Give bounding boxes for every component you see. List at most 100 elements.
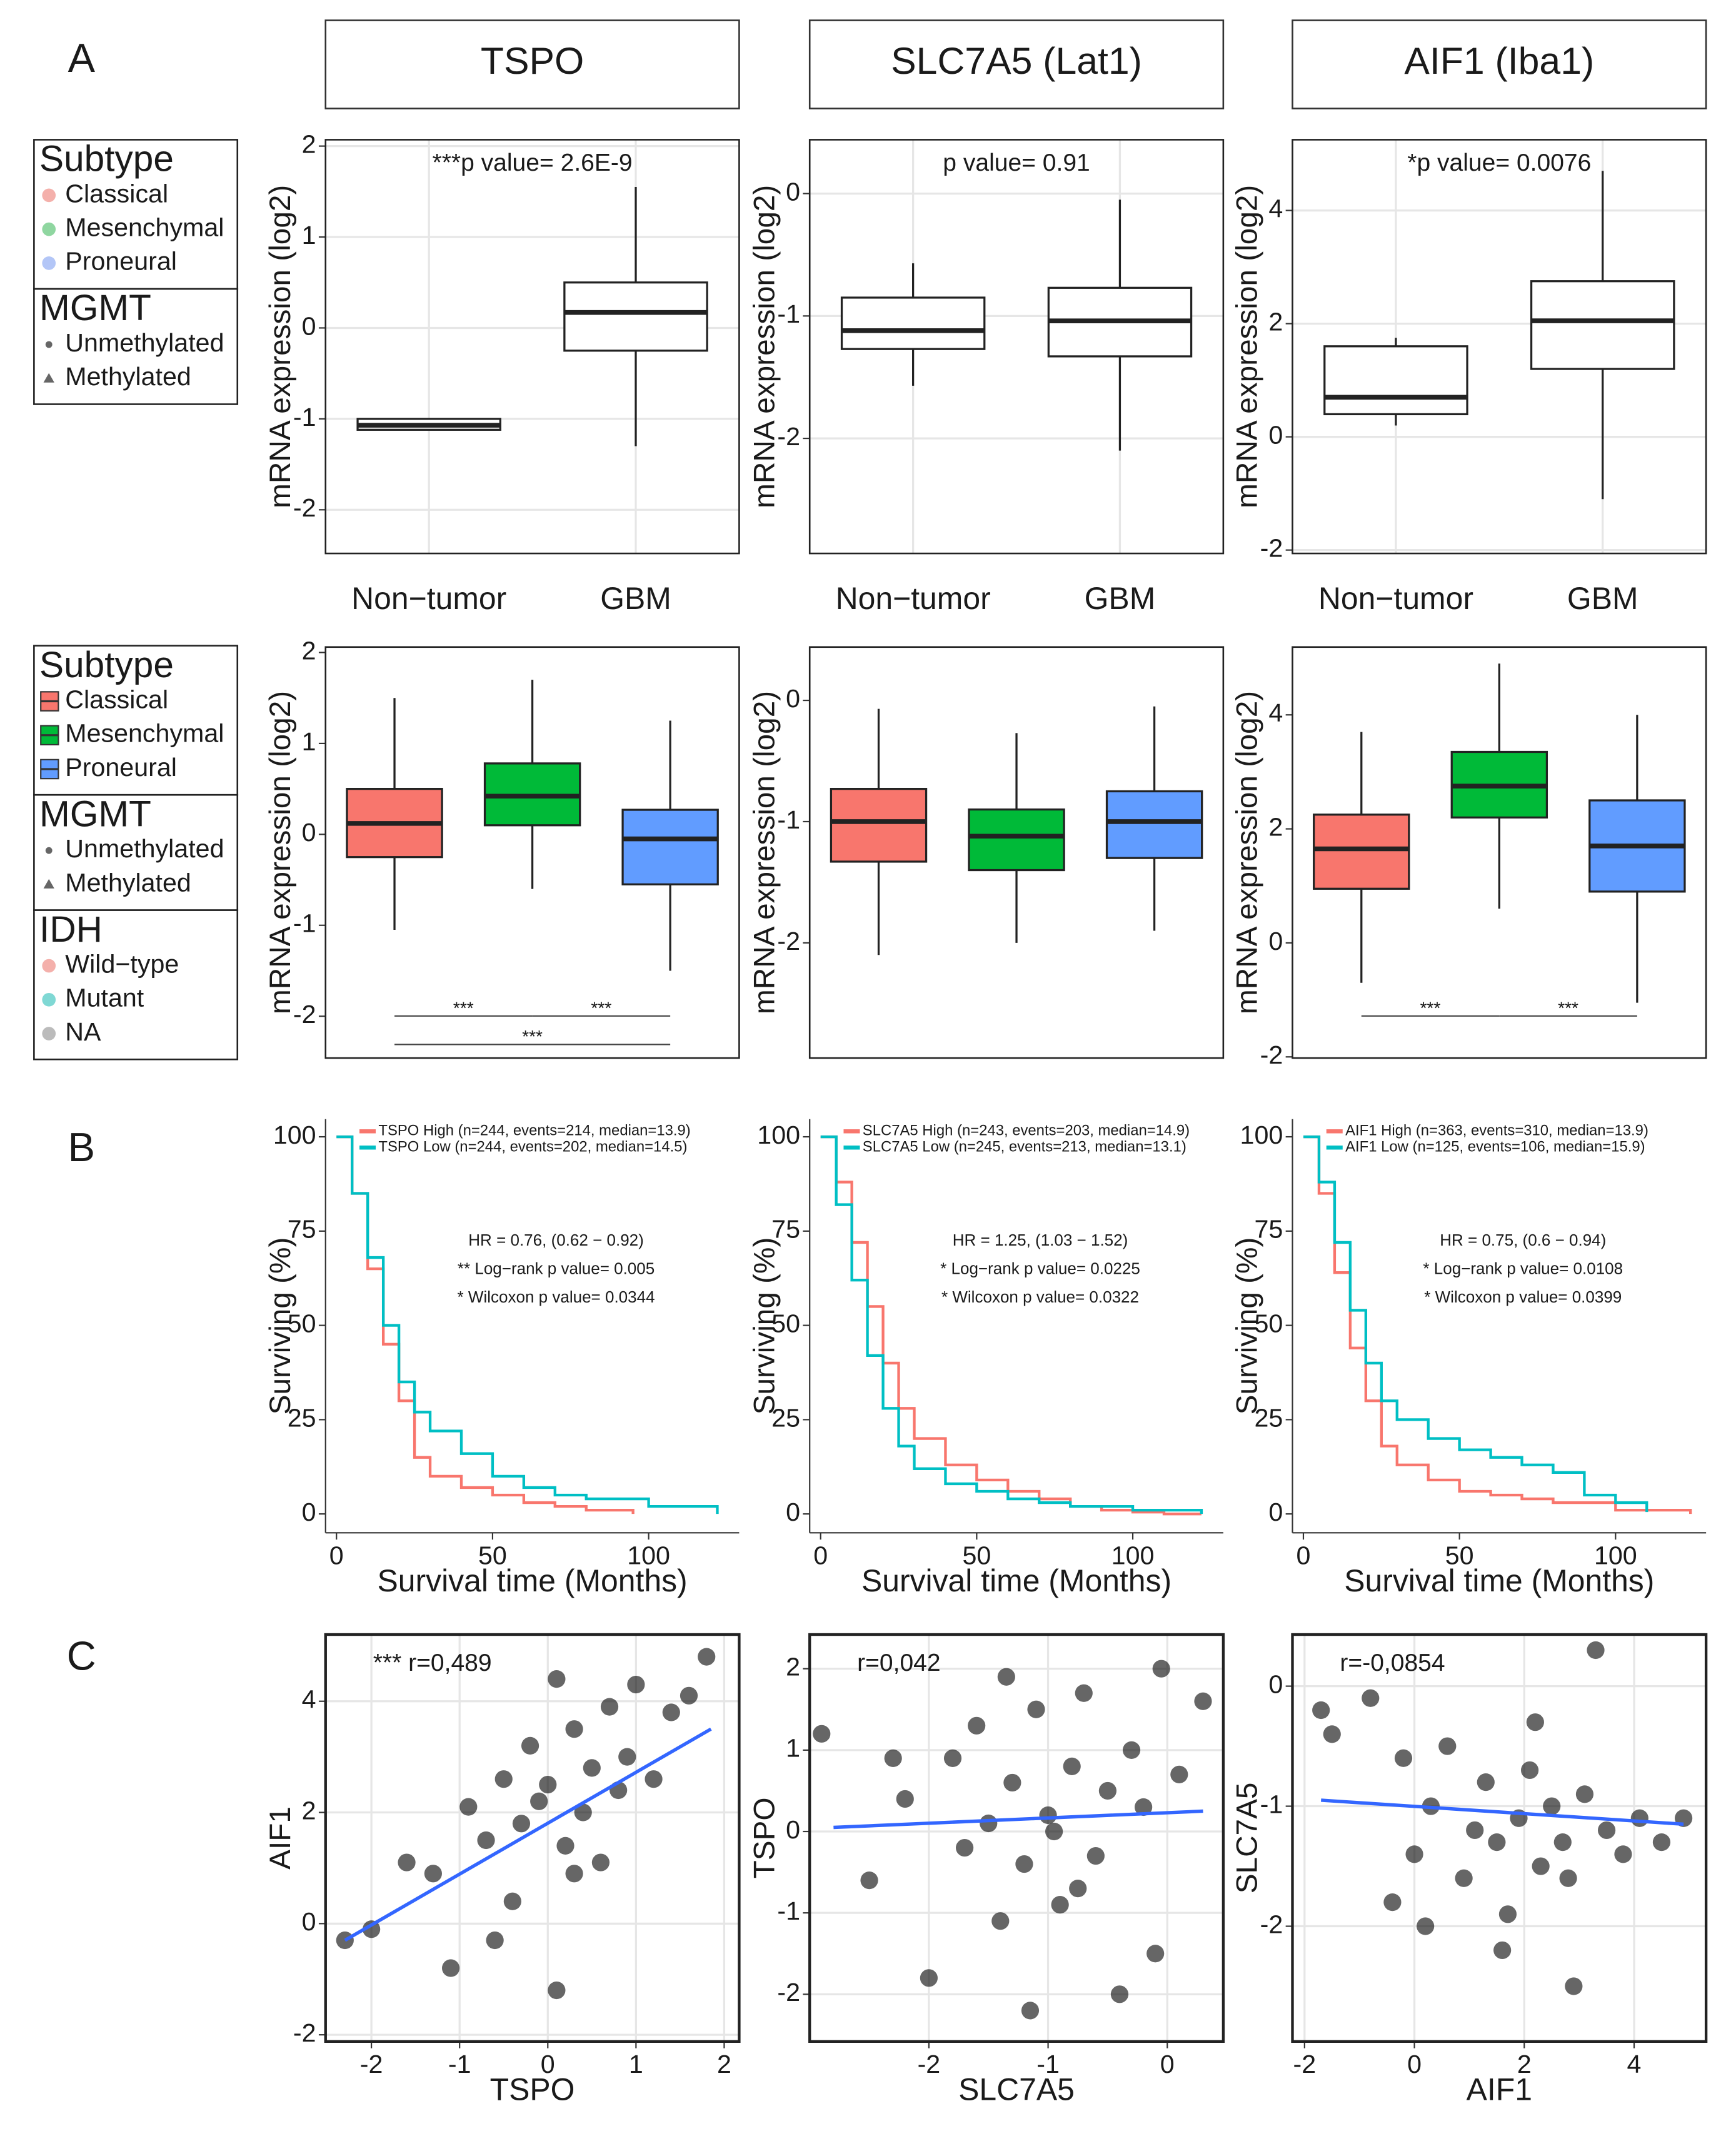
legend-box [33,909,239,1060]
y-tick-label: 4 [1268,698,1283,727]
y-tick-label: 0 [786,1498,800,1526]
p-value: *p value= 0.0076 [1407,149,1591,176]
y-axis-label: mRNA expression (log2) [264,691,297,1014]
survival-curve [336,1135,635,1514]
x-tick-label: -2 [1293,2050,1317,2078]
x-axis-label: TSPO [490,2072,575,2107]
point [574,1803,592,1821]
y-tick-label: -1 [293,403,316,431]
header-box [324,19,740,109]
point [1417,1917,1435,1935]
y-tick-label: -2 [293,493,316,522]
y-tick-label: 75 [1254,1215,1283,1244]
legend-title: MGMT [39,288,151,328]
legend-title: Subtype [39,139,174,179]
point [1146,1945,1165,1963]
point [1394,1749,1413,1767]
y-tick-label: 0 [786,684,800,713]
x-tick-label: 0 [1160,2050,1175,2078]
box [1105,790,1203,859]
point [1021,2002,1040,2020]
point [1455,1869,1473,1887]
point [1098,1781,1117,1800]
survival-curve [1303,1135,1692,1514]
y-axis-label: TSPO [748,1797,781,1878]
point [512,1815,531,1833]
plot-frame [1292,646,1707,1059]
legend-key [42,188,56,203]
plot-frame [324,139,740,555]
point [698,1648,716,1666]
stats-text: HR = 0.76, (0.62 − 0.92) [468,1231,644,1249]
x-tick-label: 0 [329,1541,344,1569]
survival-curve [820,1135,1202,1516]
plot-frame [808,1633,1225,2043]
x-tick-label: -2 [360,2050,383,2078]
y-tick-label: -2 [1260,1910,1283,1938]
point [494,1770,513,1788]
box [1313,814,1410,890]
significance-label: *** [591,997,611,1017]
y-tick-label: 100 [273,1121,316,1149]
y-tick-label: 4 [302,1685,316,1714]
correlation: r=0,042 [857,1650,940,1676]
y-tick-label: 1 [302,727,316,756]
plot-frame [324,1633,741,2043]
point [991,1912,1010,1930]
y-tick-label: 2 [302,636,316,665]
point [398,1853,416,1872]
legend-box [33,645,239,796]
point [1383,1893,1402,1912]
point [1194,1692,1212,1710]
point [1520,1761,1539,1780]
plot-frame [324,646,740,1059]
p-value: p value= 0.91 [943,149,1090,176]
point [1069,1880,1087,1898]
point [1039,1806,1057,1825]
legend-title: Subtype [39,645,174,685]
significance-label: *** [453,997,474,1017]
y-tick-label: 4 [1268,194,1283,223]
y-tick-label: -1 [777,1897,800,1925]
x-tick-label: 0 [541,2050,555,2078]
y-tick-label: 25 [1254,1403,1283,1432]
y-tick-label: 2 [786,1653,800,1681]
point [1063,1757,1081,1775]
x-axis-label: AIF1 [1467,2072,1532,2107]
y-tick-label: -1 [1260,1790,1283,1818]
y-tick-label: 2 [302,130,316,159]
point [1477,1773,1495,1791]
point [565,1865,583,1883]
legend-label: TSPO High (n=244, events=214, median=13.… [378,1122,690,1139]
legend-key [42,959,56,973]
panel-label: A [68,35,96,81]
point [1488,1833,1506,1851]
plot-frame [808,646,1225,1059]
p-value: ***p value= 2.6E-9 [433,149,633,176]
legend-key [42,992,56,1007]
header-text: TSPO [481,39,584,82]
point [1532,1857,1550,1875]
x-tick-label: 50 [962,1541,991,1569]
legend-label: NA [65,1017,101,1046]
point [662,1703,680,1721]
legend-label: Mesenchymal [65,719,224,748]
y-tick-label: 1 [786,1734,800,1763]
y-tick-label: -2 [777,1978,800,2007]
point [1498,1905,1517,1923]
point [530,1792,548,1810]
box [621,809,719,885]
x-tick-label: 1 [629,2050,643,2078]
x-category-label: Non−tumor [351,581,506,616]
stats-text: * Log−rank p value= 0.0108 [1423,1259,1623,1277]
point [1362,1689,1380,1707]
box [968,808,1065,872]
y-axis-label: mRNA expression (log2) [1231,691,1264,1014]
y-tick-label: 75 [771,1215,800,1244]
point [1565,1977,1583,1995]
y-tick-label: 75 [288,1215,316,1244]
y-tick-label: 25 [288,1403,316,1432]
point [539,1775,557,1794]
plot-frame [808,139,1225,555]
